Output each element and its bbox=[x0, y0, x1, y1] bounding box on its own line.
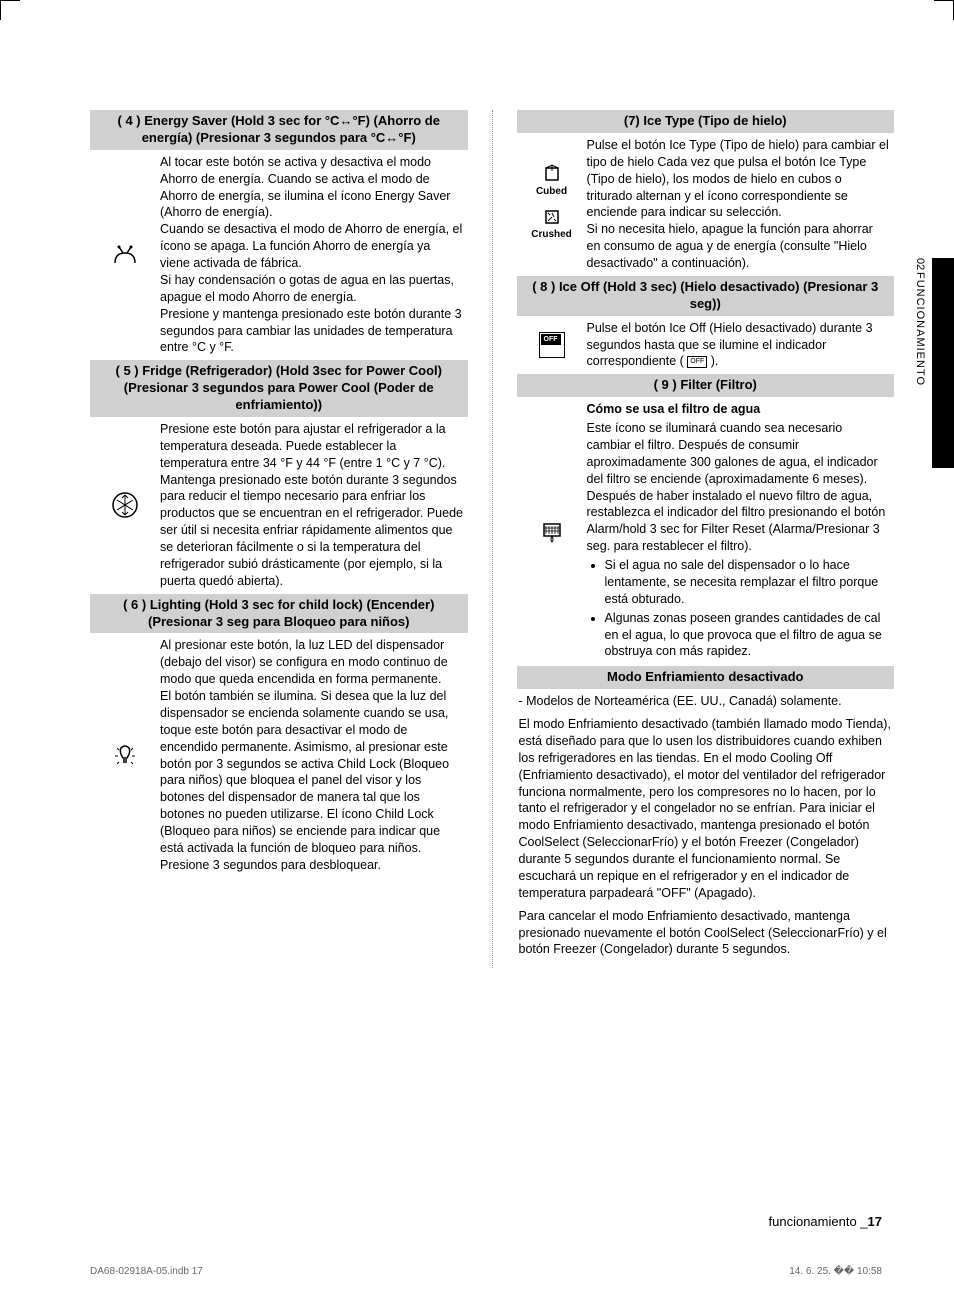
crushed-icon bbox=[540, 205, 564, 229]
filter-body: Este ícono se iluminará cuando sea neces… bbox=[587, 420, 891, 555]
filter-bullet-2: Algunas zonas poseen grandes cantidades … bbox=[605, 610, 891, 661]
crushed-label: Crushed bbox=[531, 229, 572, 240]
energy-saver-icon bbox=[90, 154, 160, 357]
section-4-body: Al tocar este botón se activa y desactiv… bbox=[90, 150, 468, 361]
section-8-text: Pulse el botón Ice Off (Hielo desactivad… bbox=[587, 320, 895, 371]
section-5-header: ( 5 ) Fridge (Refrigerador) (Hold 3sec f… bbox=[90, 360, 468, 417]
cubed-label: Cubed bbox=[536, 186, 567, 197]
filter-subheader: Cómo se usa el filtro de agua bbox=[587, 401, 891, 418]
crop-mark bbox=[934, 0, 954, 20]
footer-page: 17 bbox=[868, 1214, 882, 1229]
section-5-text: Presione este botón para ajustar el refr… bbox=[160, 421, 468, 590]
section-5-body: Presione este botón para ajustar el refr… bbox=[90, 417, 468, 594]
section-4-text: Al tocar este botón se activa y desactiv… bbox=[160, 154, 468, 357]
section-7-body: Cubed Crushed Pulse el botón Ice Type (T… bbox=[517, 133, 895, 276]
page-footer: funcionamiento _17 bbox=[769, 1214, 882, 1229]
footer-text: funcionamiento _ bbox=[769, 1214, 868, 1229]
print-meta-right: 14. 6. 25. �� 10:58 bbox=[789, 1266, 882, 1277]
filter-bullet-1: Si el agua no sale del dispensador o lo … bbox=[605, 557, 891, 608]
crop-mark bbox=[0, 0, 20, 20]
cooling-off-p2: El modo Enfriamiento desactivado (tambié… bbox=[519, 716, 893, 902]
cooling-off-p3: Para cancelar el modo Enfriamiento desac… bbox=[519, 908, 893, 959]
page-content: ( 4 ) Energy Saver (Hold 3 sec for °C↔°F… bbox=[0, 0, 954, 1008]
filter-bullets: Si el agua no sale del dispensador o lo … bbox=[587, 557, 891, 660]
section-9-text: Cómo se usa el filtro de agua Este ícono… bbox=[587, 401, 895, 662]
left-column: ( 4 ) Energy Saver (Hold 3 sec for °C↔°F… bbox=[90, 110, 468, 968]
ice-off-icon: OFF bbox=[517, 320, 587, 371]
section-4-header: ( 4 ) Energy Saver (Hold 3 sec for °C↔°F… bbox=[90, 110, 468, 150]
section-7-text: Pulse el botón Ice Type (Tipo de hielo) … bbox=[587, 137, 895, 272]
section-7-header: (7) Ice Type (Tipo de hielo) bbox=[517, 110, 895, 133]
filter-icon bbox=[517, 401, 587, 662]
fridge-icon bbox=[90, 421, 160, 590]
cooling-off-p1: - Modelos de Norteamérica (EE. UU., Cana… bbox=[519, 693, 893, 710]
cubed-icon bbox=[540, 162, 564, 186]
side-number: 02 bbox=[914, 258, 926, 270]
sec8-body-text: Pulse el botón Ice Off (Hielo desactivad… bbox=[587, 321, 873, 369]
section-8-header: ( 8 ) Ice Off (Hold 3 sec) (Hielo desact… bbox=[517, 276, 895, 316]
column-divider bbox=[492, 110, 493, 968]
section-6-header: ( 6 ) Lighting (Hold 3 sec for child loc… bbox=[90, 594, 468, 634]
right-column: (7) Ice Type (Tipo de hielo) Cubed Crush… bbox=[517, 110, 895, 968]
print-meta-left: DA68-02918A-05.indb 17 bbox=[90, 1266, 203, 1277]
section-6-body: Al presionar este botón, la luz LED del … bbox=[90, 633, 468, 877]
cooling-off-body: - Modelos de Norteamérica (EE. UU., Cana… bbox=[517, 689, 895, 968]
section-8-body: OFF Pulse el botón Ice Off (Hielo desact… bbox=[517, 316, 895, 375]
ice-type-icons: Cubed Crushed bbox=[517, 137, 587, 272]
sec8-suffix: ). bbox=[707, 354, 718, 368]
lighting-icon bbox=[90, 637, 160, 873]
side-black-bar bbox=[932, 258, 954, 468]
section-9-header: ( 9 ) Filter (Filtro) bbox=[517, 374, 895, 397]
section-6-text: Al presionar este botón, la luz LED del … bbox=[160, 637, 468, 873]
cooling-off-header: Modo Enfriamiento desactivado bbox=[517, 666, 895, 689]
section-9-body: Cómo se usa el filtro de agua Este ícono… bbox=[517, 397, 895, 666]
side-label: FUNCIONAMIENTO bbox=[914, 272, 926, 386]
side-tab: 02 FUNCIONAMIENTO bbox=[914, 258, 926, 386]
off-inline-icon: OFF bbox=[687, 356, 707, 367]
